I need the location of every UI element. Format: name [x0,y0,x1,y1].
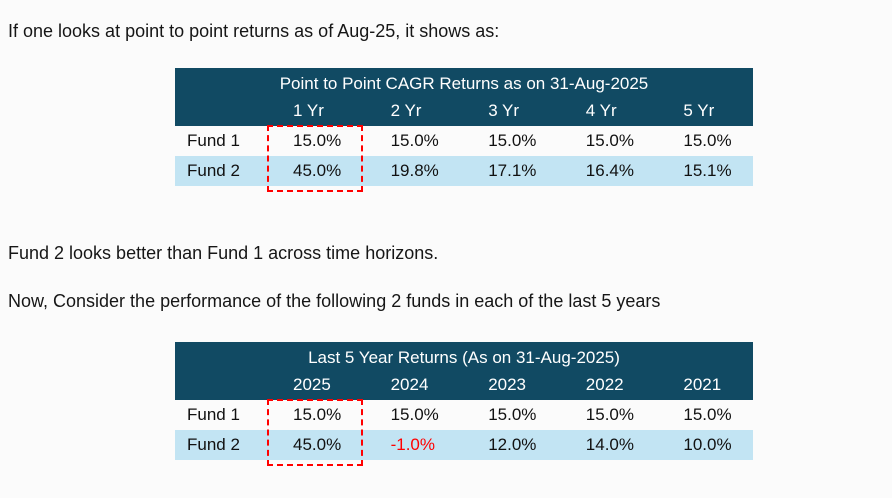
table-cell: 12.0% [488,435,537,454]
table-cell: 14.0% [585,435,634,454]
table-cell: 15.0% [293,405,342,424]
table-cell: 45.0% [293,161,342,180]
table-title: Point to Point CAGR Returns as on 31-Aug… [279,74,649,93]
table-cell: 15.0% [390,405,439,424]
table-cell: 15.0% [390,131,439,150]
column-header-row: 2025 2024 2023 2022 2021 [175,371,753,400]
row-label: Fund 1 [187,405,240,424]
table-row-fund1: Fund 1 15.0% 15.0% 15.0% 15.0% 15.0% [175,126,753,156]
column-header-2024: 2024 [390,375,429,394]
label-column-spacer [175,97,265,126]
table-cell: 45.0% [293,435,342,454]
column-header-2022: 2022 [585,375,624,394]
column-header-5yr: 5 Yr [683,101,715,120]
label-column-spacer [175,371,265,400]
table-cell: 15.0% [488,131,537,150]
table-cell: 10.0% [683,435,732,454]
table-cell: 16.4% [585,161,634,180]
table-row-fund2: Fund 2 45.0% -1.0% 12.0% 14.0% 10.0% [175,430,753,460]
cagr-returns-table: Point to Point CAGR Returns as on 31-Aug… [175,68,753,192]
table-cell: 19.8% [390,161,439,180]
yearly-returns-table: Last 5 Year Returns (As on 31-Aug-2025) … [175,342,753,466]
table-cell: 17.1% [488,161,537,180]
table-header: Last 5 Year Returns (As on 31-Aug-2025) … [175,342,753,400]
table-cell: 15.0% [293,131,342,150]
column-header-2025: 2025 [293,375,331,394]
table-header: Point to Point CAGR Returns as on 31-Aug… [175,68,753,126]
table-cell: 15.1% [683,161,732,180]
table-cell-negative: -1.0% [390,435,436,454]
note-text: Fund 2 looks better than Fund 1 across t… [8,243,439,263]
column-header-3yr: 3 Yr [488,101,520,120]
table-cell: 15.0% [585,405,634,424]
column-header-2yr: 2 Yr [390,101,422,120]
column-header-4yr: 4 Yr [585,101,617,120]
column-header-2021: 2021 [683,375,722,394]
column-header-row: 1 Yr 2 Yr 3 Yr 4 Yr 5 Yr [175,97,753,126]
table-title: Last 5 Year Returns (As on 31-Aug-2025) [308,348,620,367]
table-cell: 15.0% [585,131,634,150]
table-cell: 15.0% [683,405,732,424]
row-label: Fund 1 [187,131,240,150]
row-label: Fund 2 [187,435,240,454]
row-label: Fund 2 [187,161,240,180]
consider-text: Now, Consider the performance of the fol… [8,291,661,311]
table-row-fund1: Fund 1 15.0% 15.0% 15.0% 15.0% 15.0% [175,400,753,430]
table-row-fund2: Fund 2 45.0% 19.8% 17.1% 16.4% 15.1% [175,156,753,186]
column-header-1yr: 1 Yr [293,101,324,120]
column-header-2023: 2023 [488,375,527,394]
intro-text: If one looks at point to point returns a… [8,21,500,41]
table-cell: 15.0% [488,405,537,424]
table-cell: 15.0% [683,131,732,150]
